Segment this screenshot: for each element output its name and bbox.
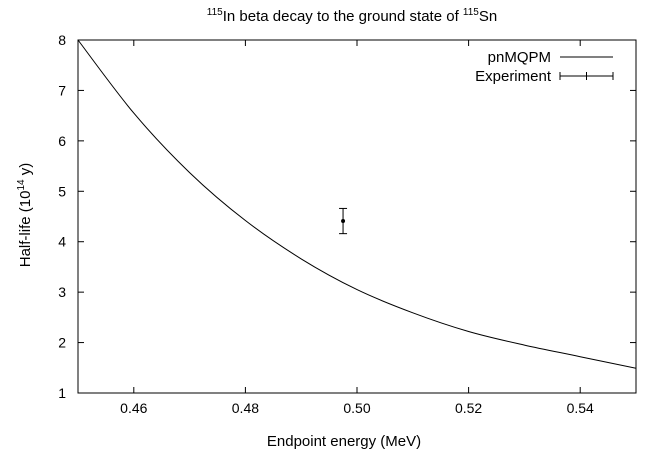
y-axis-label-text-2: y)	[17, 163, 34, 180]
x-tick-label: 0.46	[120, 400, 147, 416]
legend-label-pnmqpm: pnMQPM	[488, 49, 551, 66]
y-tick-label: 4	[58, 234, 66, 250]
experiment-data-point	[339, 207, 348, 235]
x-tick-label: 0.50	[343, 400, 370, 416]
title-superscript-1: 115	[207, 7, 223, 18]
y-tick-label: 3	[58, 284, 66, 300]
x-tick-label: 0.54	[567, 400, 594, 416]
series-line-pnmqpm	[77, 39, 637, 369]
chart-title: 115In beta decay to the ground state of …	[207, 7, 497, 25]
legend-label-experiment: Experiment	[475, 68, 552, 85]
title-text-1: In beta decay to the ground state of	[223, 8, 463, 25]
series-layer	[77, 39, 637, 369]
axis-ticks: 0.46 0.48 0.50 0.52 0.54 1 2 3 4 5 6 7 8	[58, 32, 636, 416]
title-text-2: Sn	[479, 8, 497, 25]
y-tick-label: 6	[58, 133, 66, 149]
y-axis-label-superscript: 14	[16, 179, 27, 191]
experiment-marker	[341, 219, 346, 224]
y-tick-label: 7	[58, 82, 66, 98]
legend: pnMQPM Experiment	[475, 49, 614, 85]
plot-frame	[77, 39, 637, 394]
y-axis-label: Half-life (1014 y)	[16, 163, 34, 268]
y-tick-label: 5	[58, 183, 66, 199]
x-axis-label: Endpoint energy (MeV)	[267, 433, 421, 450]
y-axis-label-text-1: Half-life (10	[17, 191, 34, 268]
y-tick-label: 8	[58, 32, 66, 48]
x-tick-label: 0.48	[232, 400, 259, 416]
y-tick-label: 1	[58, 385, 66, 401]
legend-swatch-experiment	[559, 72, 614, 80]
x-tick-label: 0.52	[455, 400, 482, 416]
title-superscript-2: 115	[463, 7, 479, 18]
y-tick-label: 2	[58, 335, 66, 351]
